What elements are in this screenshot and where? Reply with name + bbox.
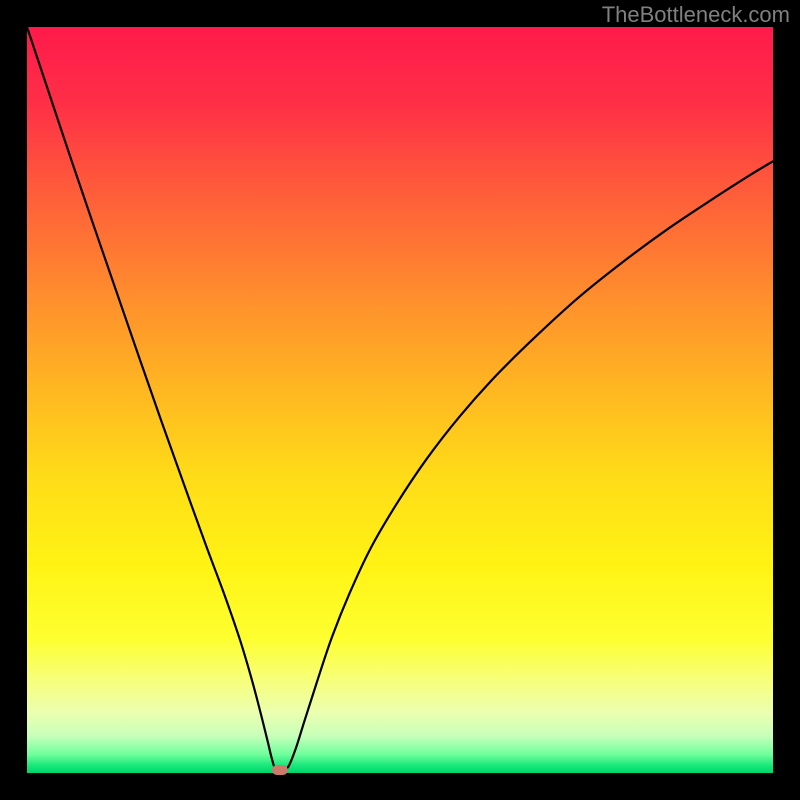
- plot-gradient-background: [27, 27, 773, 773]
- bottleneck-chart-svg: [0, 0, 800, 800]
- chart-container: TheBottleneck.com: [0, 0, 800, 800]
- watermark-text: TheBottleneck.com: [602, 2, 790, 28]
- optimal-point-marker: [272, 765, 288, 775]
